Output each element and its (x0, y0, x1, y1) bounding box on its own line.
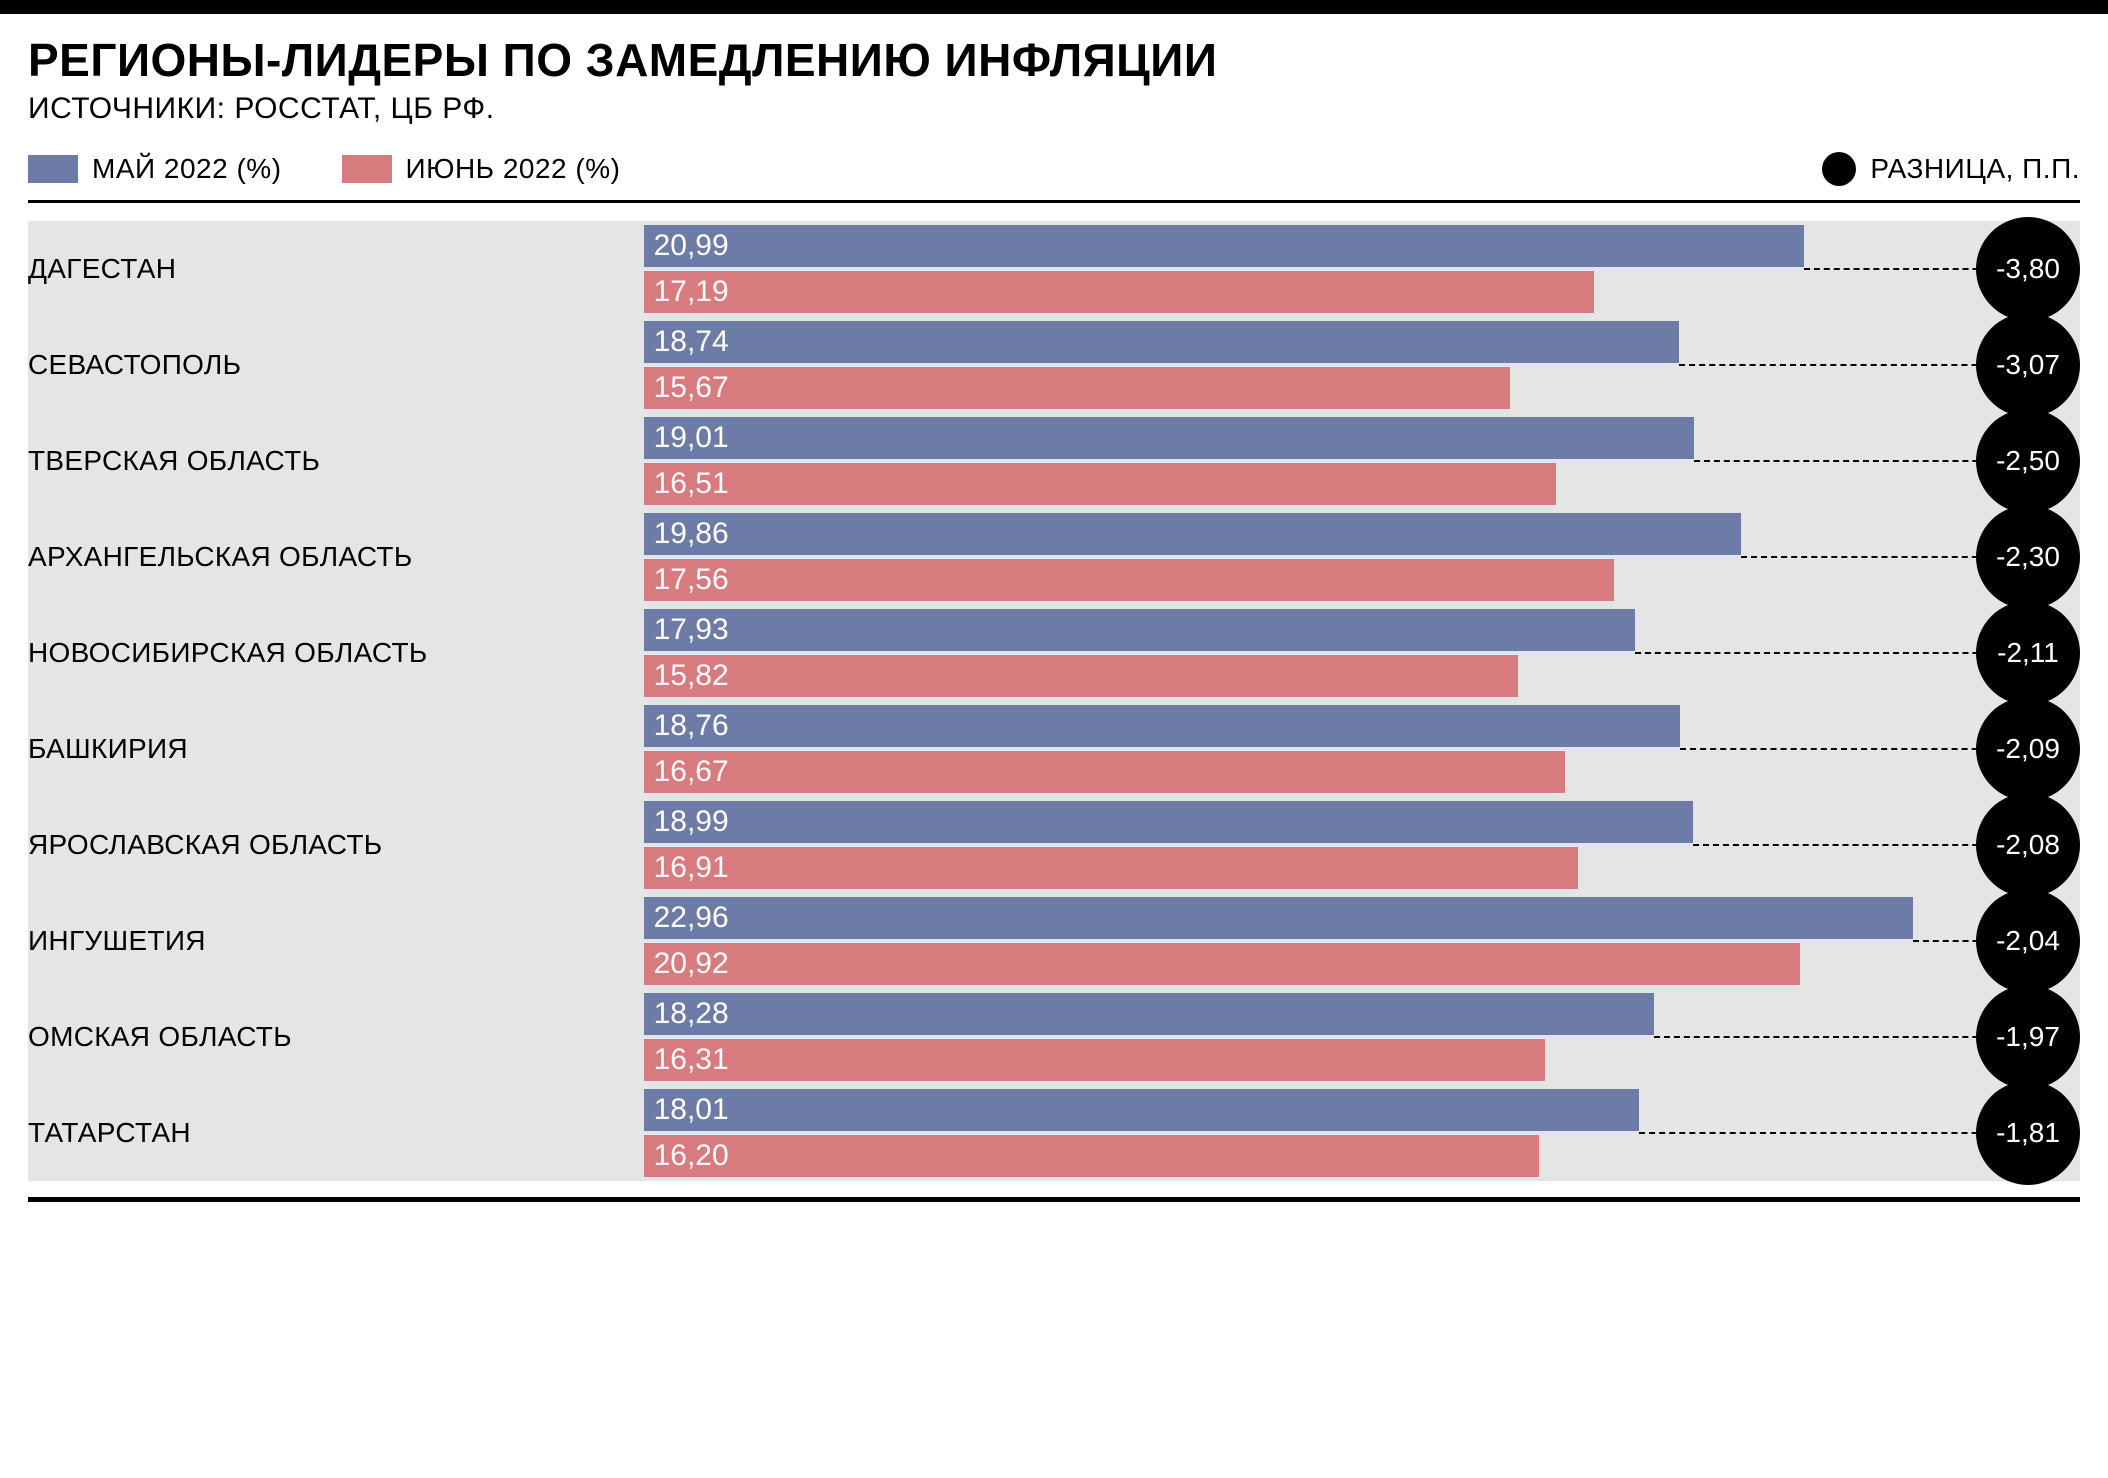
diff-value: -2,08 (1996, 829, 2060, 861)
bar-june: 17,56 (644, 559, 1614, 601)
bar-may-value: 19,01 (654, 421, 729, 455)
bar-may-value: 18,76 (654, 709, 729, 743)
region-label: ИНГУШЕТИЯ (28, 925, 206, 957)
bar-june-value: 15,67 (654, 371, 729, 405)
dashed-connector (1639, 1132, 2028, 1134)
table-row: НОВОСИБИРСКАЯ ОБЛАСТЬ 17,93 15,82 -2,11 (28, 605, 2080, 701)
bar-may: 18,01 (644, 1089, 1639, 1131)
bar-june: 20,92 (644, 943, 1800, 985)
diff-circle: -2,11 (1976, 601, 2080, 705)
diff-circle: -2,08 (1976, 793, 2080, 897)
table-row: БАШКИРИЯ 18,76 16,67 -2,09 (28, 701, 2080, 797)
diff-circle: -2,30 (1976, 505, 2080, 609)
bar-may: 19,86 (644, 513, 1742, 555)
bar-june-value: 16,20 (654, 1139, 729, 1173)
bar-june: 16,20 (644, 1135, 1539, 1177)
region-label: ТАТАРСТАН (28, 1117, 191, 1149)
legend: МАЙ 2022 (%) ИЮНЬ 2022 (%) РАЗНИЦА, П.П. (28, 152, 2080, 203)
bar-june: 16,91 (644, 847, 1579, 889)
bar-june-value: 16,91 (654, 851, 729, 885)
table-row: ТВЕРСКАЯ ОБЛАСТЬ 19,01 16,51 -2,50 (28, 413, 2080, 509)
diff-circle: -1,81 (1976, 1081, 2080, 1185)
bar-may-value: 20,99 (654, 229, 729, 263)
legend-diff-circle-icon (1822, 152, 1856, 186)
diff-value: -2,50 (1996, 445, 2060, 477)
bar-june: 15,82 (644, 655, 1518, 697)
diff-value: -1,97 (1996, 1021, 2060, 1053)
bar-june-value: 16,67 (654, 755, 729, 789)
bar-may-value: 18,74 (654, 325, 729, 359)
legend-june: ИЮНЬ 2022 (%) (342, 153, 621, 185)
bar-may-value: 17,93 (654, 613, 729, 647)
bar-may: 22,96 (644, 897, 1913, 939)
legend-june-swatch (342, 155, 392, 183)
dashed-connector (1635, 652, 2028, 654)
legend-may-label: МАЙ 2022 (%) (92, 153, 282, 185)
bar-june: 16,67 (644, 751, 1565, 793)
region-label: ЯРОСЛАВСКАЯ ОБЛАСТЬ (28, 829, 382, 861)
diff-value: -3,80 (1996, 253, 2060, 285)
bar-may-value: 18,01 (654, 1093, 729, 1127)
bar-may: 18,76 (644, 705, 1681, 747)
bar-may: 19,01 (644, 417, 1695, 459)
bar-may-value: 19,86 (654, 517, 729, 551)
region-label: БАШКИРИЯ (28, 733, 188, 765)
legend-may: МАЙ 2022 (%) (28, 153, 282, 185)
chart-subtitle: ИСТОЧНИКИ: РОССТАТ, ЦБ РФ. (28, 92, 2080, 126)
legend-june-label: ИЮНЬ 2022 (%) (406, 153, 621, 185)
bar-june: 15,67 (644, 367, 1510, 409)
rows-container: ДАГЕСТАН 20,99 17,19 -3,80 СЕВАСТОПОЛЬ 18,74 1… (28, 203, 2080, 1181)
bar-june: 16,31 (644, 1039, 1545, 1081)
bar-june-value: 17,19 (654, 275, 729, 309)
dashed-connector (1654, 1036, 2028, 1038)
bar-june-value: 20,92 (654, 947, 729, 981)
bar-june-value: 15,82 (654, 659, 729, 693)
diff-value: -3,07 (1996, 349, 2060, 381)
region-label: ТВЕРСКАЯ ОБЛАСТЬ (28, 445, 320, 477)
table-row: ЯРОСЛАВСКАЯ ОБЛАСТЬ 18,99 16,91 -2,08 (28, 797, 2080, 893)
region-label: ОМСКАЯ ОБЛАСТЬ (28, 1021, 292, 1053)
legend-diff-label: РАЗНИЦА, П.П. (1870, 153, 2080, 185)
chart-title: РЕГИОНЫ-ЛИДЕРЫ ПО ЗАМЕДЛЕНИЮ ИНФЛЯЦИИ (28, 36, 2080, 84)
inflation-slowdown-chart: РЕГИОНЫ-ЛИДЕРЫ ПО ЗАМЕДЛЕНИЮ ИНФЛЯЦИИ ИС… (0, 0, 2108, 1202)
bar-june-value: 16,31 (654, 1043, 729, 1077)
region-label: НОВОСИБИРСКАЯ ОБЛАСТЬ (28, 637, 428, 669)
diff-value: -2,04 (1996, 925, 2060, 957)
bar-may-value: 18,99 (654, 805, 729, 839)
diff-value: -2,11 (1997, 637, 2059, 669)
region-label: АРХАНГЕЛЬСКАЯ ОБЛАСТЬ (28, 541, 413, 573)
table-row: АРХАНГЕЛЬСКАЯ ОБЛАСТЬ 19,86 17,56 -2,30 (28, 509, 2080, 605)
bar-june: 16,51 (644, 463, 1556, 505)
legend-may-swatch (28, 155, 78, 183)
table-row: ДАГЕСТАН 20,99 17,19 -3,80 (28, 221, 2080, 317)
table-row: ОМСКАЯ ОБЛАСТЬ 18,28 16,31 -1,97 (28, 989, 2080, 1085)
bar-june-value: 16,51 (654, 467, 729, 501)
bar-june-value: 17,56 (654, 563, 729, 597)
top-rule (0, 0, 2108, 14)
diff-value: -2,09 (1996, 733, 2060, 765)
bar-may: 20,99 (644, 225, 1804, 267)
diff-circle: -1,97 (1976, 985, 2080, 1089)
table-row: СЕВАСТОПОЛЬ 18,74 15,67 -3,07 (28, 317, 2080, 413)
bar-may-value: 18,28 (654, 997, 729, 1031)
bar-may: 18,99 (644, 801, 1694, 843)
legend-diff: РАЗНИЦА, П.П. (1822, 152, 2080, 186)
region-label: СЕВАСТОПОЛЬ (28, 349, 241, 381)
bar-may-value: 22,96 (654, 901, 729, 935)
bar-june: 17,19 (644, 271, 1594, 313)
diff-circle: -3,07 (1976, 313, 2080, 417)
region-label: ДАГЕСТАН (28, 253, 176, 285)
diff-value: -1,81 (1996, 1117, 2060, 1149)
diff-circle: -3,80 (1976, 217, 2080, 321)
table-row: ТАТАРСТАН 18,01 16,20 -1,81 (28, 1085, 2080, 1181)
bottom-rule (28, 1197, 2080, 1202)
diff-circle: -2,04 (1976, 889, 2080, 993)
bar-may: 17,93 (644, 609, 1635, 651)
bar-may: 18,28 (644, 993, 1654, 1035)
diff-circle: -2,09 (1976, 697, 2080, 801)
diff-circle: -2,50 (1976, 409, 2080, 513)
diff-value: -2,30 (1996, 541, 2060, 573)
table-row: ИНГУШЕТИЯ 22,96 20,92 -2,04 (28, 893, 2080, 989)
bar-may: 18,74 (644, 321, 1680, 363)
